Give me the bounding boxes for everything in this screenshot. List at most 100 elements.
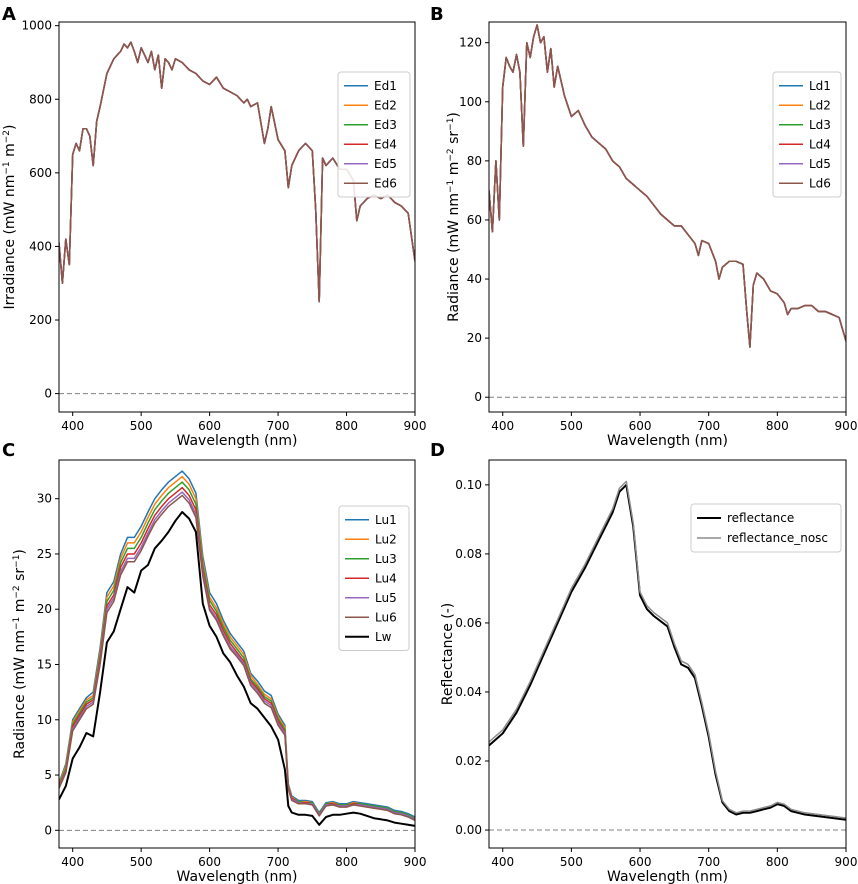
legend-label-lw: Lw [375, 630, 392, 644]
panel-d-series-group [489, 480, 846, 821]
x-tick-label: 600 [198, 855, 221, 869]
panel-c: 400 500 600 700 800 900 0 5 10 15 20 25 30 Wavelength… [12, 459, 427, 884]
legend-label-reflectance: reflectance [727, 511, 794, 525]
series-line-lu1 [59, 470, 415, 818]
legend-label-reflectance_nosc: reflectance_nosc [727, 531, 828, 545]
y-tick-label: 25 [37, 547, 52, 561]
x-tick-label: 800 [335, 855, 358, 869]
series-line-reflectance [489, 483, 846, 821]
legend-label-ed4: Ed4 [374, 137, 397, 151]
x-axis-label: Wavelength (nm) [177, 433, 298, 449]
plot-frame [488, 21, 847, 413]
x-tick-label: 900 [404, 855, 427, 869]
panel-letter-b: B [430, 4, 444, 25]
x-tick-label: 600 [629, 855, 652, 869]
x-tick-label: 400 [61, 419, 84, 433]
legend-label-ed5: Ed5 [374, 157, 397, 171]
y-tick-label: 0.04 [455, 685, 482, 699]
y-tick-label: 20 [467, 331, 482, 345]
legend-label-ed1: Ed1 [374, 79, 397, 93]
y-tick-label: 0.08 [455, 547, 482, 561]
y-tick-label: 0.02 [455, 754, 482, 768]
panel-b: 400 500 600 700 800 900 0 20 40 60 80 100 120 Wavelen… [446, 21, 858, 449]
y-axis-label: Radiance (mW nm−1 m−2 sr−1) [12, 549, 28, 759]
x-tick-label: 700 [697, 419, 720, 433]
y-tick-label: 5 [44, 768, 52, 782]
legend-label-ed2: Ed2 [374, 98, 397, 112]
x-tick-label: 500 [560, 855, 583, 869]
y-tick-label: 800 [29, 92, 52, 106]
series-line-ld6 [489, 24, 846, 348]
y-tick-label: 600 [29, 166, 52, 180]
y-tick-label: 40 [467, 272, 482, 286]
y-tick-label: 1000 [21, 19, 52, 33]
legend-label-ld6: Ld6 [809, 176, 831, 190]
x-tick-label: 900 [835, 419, 858, 433]
y-axis-label: Irradiance (mW nm−1 m−2) [2, 125, 18, 310]
x-tick-label: 700 [267, 419, 290, 433]
y-tick-label: 80 [467, 154, 482, 168]
legend-label-ld1: Ld1 [809, 79, 831, 93]
y-tick-label: 60 [467, 213, 482, 227]
plot-frame [58, 21, 416, 413]
x-tick-label: 400 [61, 855, 84, 869]
panel-d: 400 500 600 700 800 900 0.00 0.02 0.04 0.06 0.08 0.… [440, 459, 858, 884]
legend-label-lu4: Lu4 [375, 571, 397, 585]
y-tick-label: 20 [37, 602, 52, 616]
y-tick-label: 120 [459, 36, 482, 50]
legend-box [337, 71, 411, 198]
plot-frame [58, 459, 416, 849]
y-tick-label: 30 [37, 492, 52, 506]
series-line-lu4 [59, 486, 415, 820]
x-tick-label: 900 [835, 855, 858, 869]
panel-letter-c: C [2, 440, 15, 461]
legend-label-ed3: Ed3 [374, 118, 397, 132]
panel-letter-d: D [430, 440, 445, 461]
legend-label-ed6: Ed6 [374, 176, 397, 190]
y-axis-label: Reflectance (-) [440, 603, 456, 706]
x-tick-label: 800 [766, 855, 789, 869]
x-tick-label: 700 [267, 855, 290, 869]
series-line-lu6 [59, 494, 415, 822]
legend-box [772, 71, 842, 198]
y-tick-label: 0.06 [455, 616, 482, 630]
x-tick-label: 700 [697, 855, 720, 869]
x-axis-label: Wavelength (nm) [177, 869, 298, 884]
x-tick-label: 500 [130, 855, 153, 869]
x-tick-label: 600 [629, 419, 652, 433]
x-axis-label: Wavelength (nm) [607, 433, 728, 449]
legend-label-ld3: Ld3 [809, 118, 831, 132]
legend-label-ld2: Ld2 [809, 98, 831, 112]
y-tick-label: 0 [44, 387, 52, 401]
panel-a-series-group [59, 41, 415, 303]
y-tick-label: 200 [29, 313, 52, 327]
y-tick-label: 0 [474, 390, 482, 404]
legend-label-lu3: Lu3 [375, 552, 397, 566]
panel-a: 400 500 600 700 800 900 0 200 400 600 800 1000 Wavel… [2, 19, 426, 449]
legend-box [338, 505, 410, 651]
y-tick-label: 15 [37, 658, 52, 672]
legend-label-ld5: Ld5 [809, 157, 831, 171]
legend-label-lu6: Lu6 [375, 610, 397, 624]
y-tick-label: 0.00 [455, 823, 482, 837]
x-tick-label: 600 [198, 419, 221, 433]
legend-label-lu1: Lu1 [375, 513, 397, 527]
x-tick-label: 800 [335, 419, 358, 433]
x-tick-label: 500 [560, 419, 583, 433]
y-tick-label: 0 [44, 823, 52, 837]
y-axis-label: Radiance (mW nm−1 m−2 sr−1) [446, 112, 462, 322]
legend-label-lu5: Lu5 [375, 591, 397, 605]
y-tick-label: 100 [459, 95, 482, 109]
series-line-lw [59, 511, 415, 827]
legend-label-ld4: Ld4 [809, 137, 831, 151]
panel-c-series-group [59, 470, 415, 827]
plot-frame [488, 459, 847, 849]
x-tick-label: 400 [491, 419, 514, 433]
y-tick-label: 0.10 [455, 478, 482, 492]
x-tick-label: 800 [766, 419, 789, 433]
panel-b-series-group [489, 24, 846, 348]
y-tick-label: 400 [29, 239, 52, 253]
x-tick-label: 500 [130, 419, 153, 433]
legend-box [690, 503, 842, 553]
